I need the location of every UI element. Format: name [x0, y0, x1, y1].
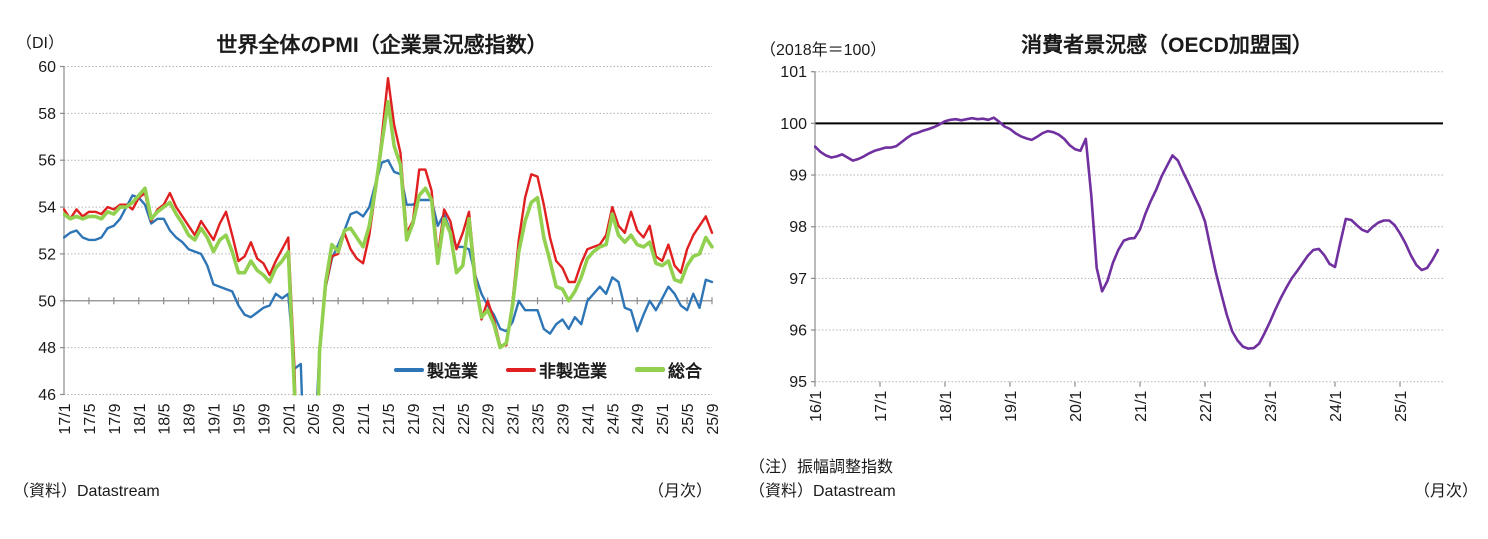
x-tick-label: 18/1: [938, 391, 955, 422]
right-source-note: （資料）Datastream: [749, 483, 896, 500]
y-tick-label: 100: [780, 116, 807, 133]
x-tick-label: 23/9: [555, 403, 572, 434]
x-tick-label: 19/9: [256, 403, 273, 434]
left-axis-unit-label: （DI）: [16, 35, 65, 52]
legend-swatch-services: [506, 367, 536, 372]
x-tick-label: 21/1: [356, 403, 373, 434]
x-tick-label: 19/5: [231, 403, 248, 434]
x-tick-label: 23/1: [1263, 391, 1280, 422]
x-tick-label: 22/5: [456, 403, 473, 434]
x-tick-label: 20/5: [306, 403, 323, 434]
x-tick-label: 24/1: [1328, 391, 1345, 422]
x-tick-label: 24/1: [580, 403, 597, 434]
x-tick-label: 20/9: [331, 403, 348, 434]
pmi-legend: 製造業 非製造業 総合: [394, 357, 702, 382]
x-tick-label: 21/9: [406, 403, 423, 434]
right-frequency-note: （月次）: [1413, 483, 1478, 500]
y-tick-label: 101: [780, 64, 807, 81]
right-adjustment-note: （注）振幅調整指数: [749, 459, 894, 476]
x-tick-label: 21/1: [1133, 391, 1150, 422]
legend-item-services: 非製造業: [506, 357, 607, 382]
legend-item-manufacturing: 製造業: [394, 357, 478, 382]
x-tick-label: 17/9: [107, 403, 124, 434]
x-tick-label: 18/5: [157, 403, 174, 434]
legend-label-composite: 総合: [668, 362, 702, 381]
x-tick-label: 25/5: [680, 403, 697, 434]
y-tick-label: 46: [38, 387, 56, 404]
y-tick-label: 95: [789, 374, 807, 391]
series-line-0: [814, 116, 1440, 350]
x-tick-label: 16/1: [808, 391, 825, 422]
right-chart-title: 消費者景況感（OECD加盟国）: [1021, 34, 1313, 57]
y-tick-label: 98: [789, 219, 807, 236]
y-tick-label: 58: [38, 106, 56, 123]
left-source-note: （資料）Datastream: [13, 483, 160, 500]
x-tick-label: 25/1: [655, 403, 672, 434]
series-line-0: [63, 158, 714, 396]
x-tick-label: 17/1: [873, 391, 890, 422]
legend-label-services: 非製造業: [539, 362, 607, 381]
x-tick-label: 18/1: [132, 403, 149, 434]
x-tick-label: 20/1: [281, 403, 298, 434]
x-tick-label: 22/9: [481, 403, 498, 434]
y-tick-label: 50: [38, 293, 56, 310]
legend-label-manufacturing: 製造業: [427, 362, 478, 381]
x-tick-label: 23/5: [531, 403, 548, 434]
pmi-chart-panel: 60 58 56 54 52 50 48 46 17/1 17/5 17/9 18/1 18/5 18/9…: [13, 34, 722, 500]
y-tick-label: 60: [38, 59, 56, 76]
y-tick-label: 52: [38, 246, 56, 263]
x-tick-label: 21/5: [381, 403, 398, 434]
x-tick-label: 18/9: [182, 403, 199, 434]
legend-swatch-manufacturing: [394, 367, 424, 372]
x-tick-label: 25/9: [705, 403, 722, 434]
y-tick-label: 54: [38, 200, 56, 217]
x-tick-label: 20/1: [1068, 391, 1085, 422]
y-tick-label: 48: [38, 340, 56, 357]
x-tick-label: 25/1: [1393, 391, 1410, 422]
right-axis-unit-label: （2018年＝100）: [760, 42, 887, 59]
series-line-2: [63, 99, 714, 396]
x-tick-label: 22/1: [1198, 391, 1215, 422]
x-tick-label: 24/5: [605, 403, 622, 434]
consumer-sentiment-chart-panel: 101 100 99 98 97 96 95 16/1 17/1 18/1 19/1 20/1 21/1…: [744, 0, 1488, 539]
y-tick-label: 96: [789, 323, 807, 340]
legend-swatch-composite: [635, 367, 665, 372]
x-tick-label: 17/1: [57, 403, 74, 434]
x-tick-label: 17/5: [82, 403, 99, 434]
x-tick-label: 19/1: [207, 403, 224, 434]
x-tick-label: 23/1: [506, 403, 523, 434]
left-chart-title: 世界全体のPMI（企業景況感指数）: [216, 34, 548, 57]
x-tick-label: 19/1: [1003, 391, 1020, 422]
y-tick-label: 97: [789, 271, 807, 288]
x-tick-label: 22/1: [431, 403, 448, 434]
legend-item-composite: 総合: [635, 357, 702, 382]
left-frequency-note: （月次）: [647, 483, 712, 500]
y-tick-label: 56: [38, 153, 56, 170]
y-tick-label: 99: [789, 168, 807, 185]
series-line-1: [63, 76, 714, 396]
x-tick-label: 24/9: [630, 403, 647, 434]
